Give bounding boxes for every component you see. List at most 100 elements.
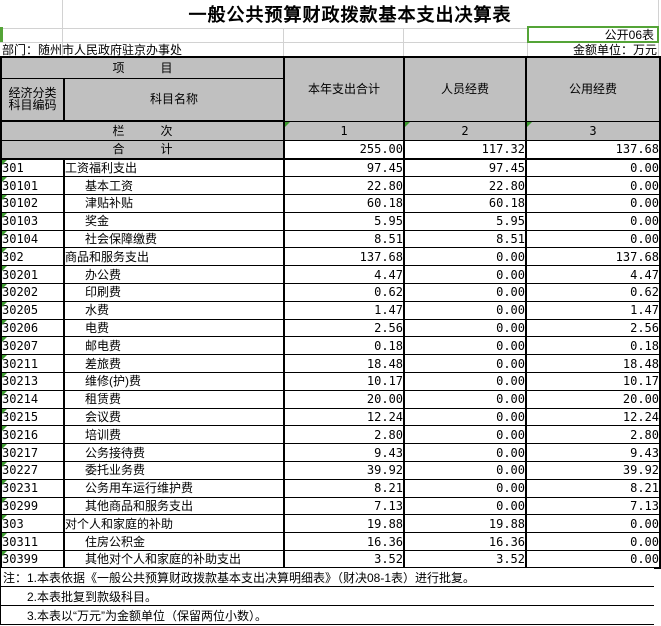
value-cell[interactable]: 0.00 [403, 354, 528, 374]
column-header-personnel[interactable]: 人员经费 [403, 56, 528, 122]
subject-name-cell[interactable]: 差旅费 [62, 354, 286, 374]
value-cell[interactable]: 10.17 [525, 372, 661, 391]
value-cell[interactable]: 7.13 [283, 496, 406, 516]
value-cell[interactable]: 7.13 [525, 496, 661, 516]
column-index-2[interactable]: 2 [403, 120, 528, 141]
code-cell[interactable]: 30103 [0, 211, 65, 231]
project-header-cell[interactable]: 项 目 [0, 56, 286, 79]
subject-name-cell[interactable]: 水费 [62, 300, 286, 320]
value-cell[interactable]: 0.00 [403, 265, 528, 285]
subject-name-cell[interactable]: 奖金 [62, 211, 286, 231]
value-cell[interactable]: 9.43 [525, 443, 661, 463]
value-cell[interactable]: 60.18 [283, 194, 406, 213]
value-cell[interactable]: 0.00 [403, 318, 528, 338]
value-cell[interactable]: 5.95 [403, 211, 528, 231]
value-cell[interactable]: 0.00 [525, 532, 661, 552]
value-cell[interactable]: 18.48 [525, 354, 661, 374]
total-value-cell[interactable]: 117.32 [403, 139, 528, 160]
subject-name-header-cell[interactable]: 科目名称 [62, 77, 286, 122]
value-cell[interactable]: 19.88 [403, 514, 528, 534]
code-cell[interactable]: 30201 [0, 265, 65, 285]
value-cell[interactable]: 19.88 [283, 514, 406, 534]
subject-name-cell[interactable]: 电费 [62, 318, 286, 338]
value-cell[interactable]: 0.00 [403, 300, 528, 320]
subject-name-cell[interactable]: 租赁费 [62, 389, 286, 409]
value-cell[interactable]: 8.21 [525, 478, 661, 498]
note-row[interactable]: 2.本表批复到款级科目。 [1, 587, 654, 606]
column-header-public[interactable]: 公用经费 [525, 56, 661, 122]
subject-name-cell[interactable]: 对个人和家庭的补助 [62, 514, 286, 534]
subject-name-cell[interactable]: 维修(护)费 [62, 372, 286, 391]
value-cell[interactable]: 137.68 [283, 247, 406, 267]
value-cell[interactable]: 12.24 [283, 407, 406, 427]
value-cell[interactable]: 0.00 [525, 158, 661, 178]
value-cell[interactable]: 2.56 [283, 318, 406, 338]
code-cell[interactable]: 30207 [0, 336, 65, 356]
value-cell[interactable]: 0.18 [525, 336, 661, 356]
code-cell[interactable]: 301 [0, 158, 65, 178]
total-value-cell[interactable]: 255.00 [283, 139, 406, 160]
value-cell[interactable]: 0.00 [403, 425, 528, 445]
column-index-3[interactable]: 3 [525, 120, 661, 141]
value-cell[interactable]: 0.00 [403, 443, 528, 463]
code-cell[interactable]: 30399 [0, 550, 65, 569]
value-cell[interactable]: 20.00 [525, 389, 661, 409]
econ-code-header-cell[interactable]: 经济分类 科目编码 [0, 77, 65, 122]
subject-name-cell[interactable]: 工资福利支出 [62, 158, 286, 178]
value-cell[interactable]: 0.00 [525, 176, 661, 196]
value-cell[interactable]: 0.00 [403, 496, 528, 516]
value-cell[interactable]: 16.36 [403, 532, 528, 552]
code-cell[interactable]: 30205 [0, 300, 65, 320]
value-cell[interactable]: 0.00 [525, 229, 661, 249]
value-cell[interactable]: 0.00 [525, 550, 661, 569]
value-cell[interactable]: 0.00 [403, 478, 528, 498]
value-cell[interactable]: 2.56 [525, 318, 661, 338]
value-cell[interactable]: 97.45 [403, 158, 528, 178]
value-cell[interactable]: 0.62 [283, 283, 406, 302]
code-cell[interactable]: 30311 [0, 532, 65, 552]
value-cell[interactable]: 22.80 [403, 176, 528, 196]
value-cell[interactable]: 2.80 [525, 425, 661, 445]
value-cell[interactable]: 18.48 [283, 354, 406, 374]
value-cell[interactable]: 39.92 [525, 461, 661, 480]
value-cell[interactable]: 39.92 [283, 461, 406, 480]
total-label-cell[interactable]: 合 计 [0, 139, 286, 160]
subject-name-cell[interactable]: 津贴补贴 [62, 194, 286, 213]
code-cell[interactable]: 303 [0, 514, 65, 534]
value-cell[interactable]: 60.18 [403, 194, 528, 213]
subject-name-cell[interactable]: 办公费 [62, 265, 286, 285]
code-cell[interactable]: 30231 [0, 478, 65, 498]
value-cell[interactable]: 0.18 [283, 336, 406, 356]
column-index-1[interactable]: 1 [283, 120, 406, 141]
code-cell[interactable]: 30216 [0, 425, 65, 445]
value-cell[interactable]: 0.00 [403, 389, 528, 409]
code-cell[interactable]: 30101 [0, 176, 65, 196]
value-cell[interactable]: 0.00 [403, 461, 528, 480]
lanci-cell[interactable]: 栏 次 [0, 120, 286, 141]
subject-name-cell[interactable]: 其他商品和服务支出 [62, 496, 286, 516]
column-header-total[interactable]: 本年支出合计 [283, 56, 406, 122]
subject-name-cell[interactable]: 商品和服务支出 [62, 247, 286, 267]
subject-name-cell[interactable]: 其他对个人和家庭的补助支出 [62, 550, 286, 569]
subject-name-cell[interactable]: 基本工资 [62, 176, 286, 196]
value-cell[interactable]: 16.36 [283, 532, 406, 552]
value-cell[interactable]: 3.52 [403, 550, 528, 569]
department-label[interactable]: 部门：随州市人民政府驻京办事处 [2, 42, 183, 57]
subject-name-cell[interactable]: 印刷费 [62, 283, 286, 302]
code-cell[interactable]: 30299 [0, 496, 65, 516]
value-cell[interactable]: 4.47 [525, 265, 661, 285]
value-cell[interactable]: 4.47 [283, 265, 406, 285]
value-cell[interactable]: 0.00 [403, 372, 528, 391]
value-cell[interactable]: 0.00 [403, 336, 528, 356]
value-cell[interactable]: 0.00 [403, 283, 528, 302]
total-value-cell[interactable]: 137.68 [525, 139, 661, 160]
value-cell[interactable]: 2.80 [283, 425, 406, 445]
page-title[interactable]: 一般公共预算财政拨款基本支出决算表 [110, 0, 590, 28]
value-cell[interactable]: 0.62 [525, 283, 661, 302]
value-cell[interactable]: 0.00 [525, 514, 661, 534]
subject-name-cell[interactable]: 住房公积金 [62, 532, 286, 552]
subject-name-cell[interactable]: 社会保障缴费 [62, 229, 286, 249]
subject-name-cell[interactable]: 委托业务费 [62, 461, 286, 480]
value-cell[interactable]: 1.47 [283, 300, 406, 320]
code-cell[interactable]: 30211 [0, 354, 65, 374]
